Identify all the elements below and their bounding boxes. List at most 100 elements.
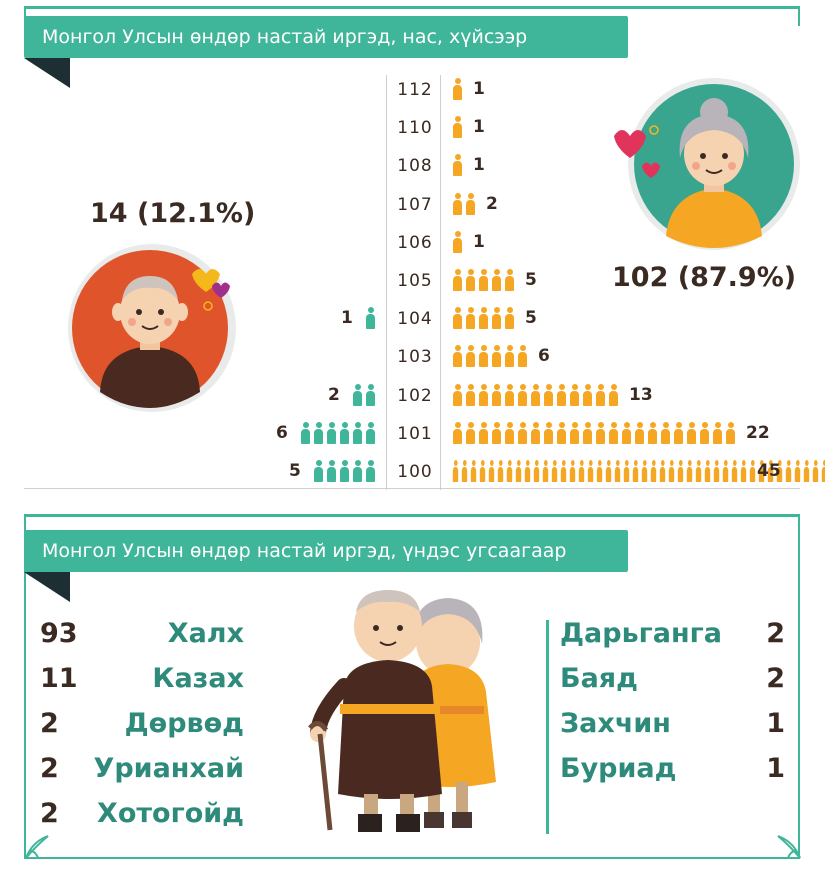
male-person-icon (352, 460, 363, 482)
male-bar (365, 307, 376, 330)
ethnicity-name: Урианхай (93, 753, 245, 784)
female-person-icon (758, 460, 765, 482)
age-tick-label: 106 (397, 232, 433, 253)
female-person-icon (632, 460, 639, 482)
right-border-top (798, 6, 800, 26)
female-person-icon (452, 383, 463, 406)
female-count-label: 5 (525, 308, 537, 329)
female-person-icon (704, 460, 711, 482)
female-bar (452, 78, 463, 100)
female-bar (452, 230, 463, 253)
female-bar (452, 345, 528, 368)
female-person-icon (497, 460, 504, 482)
female-portrait-illustration (614, 78, 800, 250)
ethnicity-name: Буриад (560, 753, 677, 784)
left-border (24, 514, 26, 859)
female-person-icon (465, 269, 476, 291)
age-tick-label: 102 (397, 385, 433, 406)
male-person-icon (326, 460, 337, 482)
female-person-icon (749, 460, 756, 482)
female-person-icon (587, 460, 594, 482)
female-person-icon (452, 460, 459, 482)
female-person-icon (470, 460, 477, 482)
female-person-icon (452, 154, 463, 177)
ethnicity-count: 11 (40, 663, 78, 694)
female-person-icon (491, 307, 502, 330)
ethnicity-name: Хотогойд (97, 798, 244, 829)
female-person-icon (491, 383, 502, 406)
female-person-icon (452, 116, 463, 139)
female-person-icon (504, 345, 515, 368)
ethnicity-name: Дарьганга (560, 618, 722, 649)
female-count-label: 1 (473, 231, 485, 252)
female-person-icon (621, 421, 632, 444)
female-person-icon (517, 345, 528, 368)
ethnicity-count: 1 (766, 753, 785, 784)
male-bar (352, 383, 376, 406)
female-person-icon (731, 460, 738, 482)
banner-corner-fold-2 (24, 572, 70, 602)
male-count-label: 2 (328, 384, 340, 405)
ethnicity-count: 2 (40, 798, 59, 829)
ethnicity-count: 1 (766, 708, 785, 739)
female-person-icon (479, 460, 486, 482)
female-person-icon (582, 383, 593, 406)
female-bar (452, 383, 619, 406)
female-person-icon (465, 345, 476, 368)
female-bar (452, 116, 463, 139)
age-tick-label: 108 (397, 156, 433, 177)
female-person-icon (452, 230, 463, 253)
elderly-couple-illustration (308, 590, 496, 832)
female-person-icon (785, 460, 792, 482)
ethnicity-name: Казах (152, 663, 244, 694)
ethnicity-count: 2 (40, 753, 59, 784)
male-person-icon (339, 460, 350, 482)
female-person-icon (491, 345, 502, 368)
female-person-icon (478, 345, 489, 368)
ethnicity-title: Монгол Улсын өндөр настай иргэд, үндэс у… (42, 540, 567, 562)
female-count-label: 6 (538, 346, 550, 367)
female-person-icon (504, 421, 515, 444)
female-person-icon (582, 421, 593, 444)
female-person-icon (461, 460, 468, 482)
age-tick-label: 100 (397, 462, 433, 482)
axis-line-left (386, 75, 387, 490)
age-tick-label: 105 (397, 271, 433, 291)
female-person-icon (608, 421, 619, 444)
female-person-icon (452, 345, 463, 368)
female-person-icon (517, 421, 528, 444)
banner-corner-fold (24, 58, 70, 88)
ethnicity-count: 2 (766, 663, 785, 694)
bottom-border (24, 857, 800, 859)
female-person-icon (524, 460, 531, 482)
female-person-icon (488, 460, 495, 482)
age-sex-title-banner: Монгол Улсын өндөр настай иргэд, нас, хү… (24, 16, 628, 58)
female-person-icon (699, 421, 710, 444)
female-count-label: 1 (473, 155, 485, 176)
female-person-icon (452, 192, 463, 215)
female-count-label: 1 (473, 79, 485, 99)
ethnicity-name: Дөрвөд (124, 708, 244, 739)
female-person-icon (677, 460, 684, 482)
female-person-icon (673, 421, 684, 444)
female-person-icon (543, 421, 554, 444)
age-sex-title: Монгол Улсын өндөр настай иргэд, нас, хү… (42, 26, 528, 48)
female-person-icon (776, 460, 783, 482)
age-tick-label: 107 (397, 194, 433, 215)
ethnicity-count: 93 (40, 618, 78, 649)
female-person-icon (767, 460, 774, 482)
female-person-icon (614, 460, 621, 482)
female-person-icon (595, 421, 606, 444)
female-bar (452, 269, 515, 291)
female-person-icon (506, 460, 513, 482)
female-person-icon (647, 421, 658, 444)
female-person-icon (515, 460, 522, 482)
female-person-icon (713, 460, 720, 482)
female-count-label: 22 (746, 422, 770, 443)
male-person-icon (339, 421, 350, 444)
female-person-icon (821, 460, 825, 482)
male-bar (313, 460, 376, 482)
female-person-icon (452, 269, 463, 291)
female-person-icon (812, 460, 819, 482)
female-person-icon (569, 460, 576, 482)
